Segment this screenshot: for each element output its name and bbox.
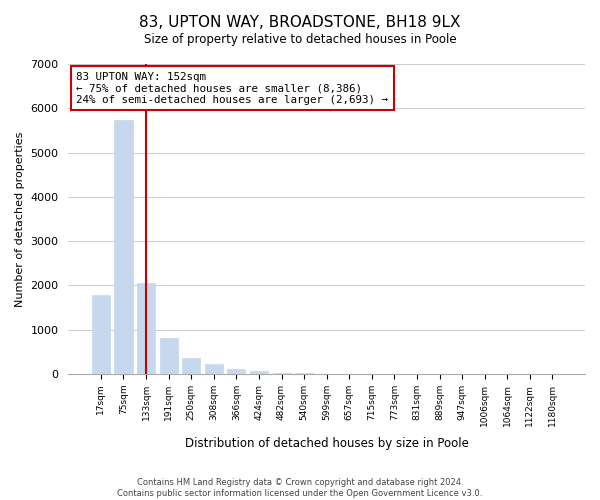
Bar xyxy=(137,283,155,374)
Bar xyxy=(272,372,290,374)
Bar xyxy=(115,120,133,374)
Text: 83, UPTON WAY, BROADSTONE, BH18 9LX: 83, UPTON WAY, BROADSTONE, BH18 9LX xyxy=(139,15,461,30)
Text: Contains HM Land Registry data © Crown copyright and database right 2024.
Contai: Contains HM Land Registry data © Crown c… xyxy=(118,478,482,498)
Bar xyxy=(92,295,110,374)
Bar xyxy=(160,338,178,374)
Text: Size of property relative to detached houses in Poole: Size of property relative to detached ho… xyxy=(143,32,457,46)
Bar xyxy=(250,371,268,374)
Bar xyxy=(205,364,223,374)
X-axis label: Distribution of detached houses by size in Poole: Distribution of detached houses by size … xyxy=(185,437,469,450)
Bar xyxy=(182,358,200,374)
Text: 83 UPTON WAY: 152sqm
← 75% of detached houses are smaller (8,386)
24% of semi-de: 83 UPTON WAY: 152sqm ← 75% of detached h… xyxy=(76,72,388,105)
Y-axis label: Number of detached properties: Number of detached properties xyxy=(15,132,25,306)
Bar xyxy=(227,370,245,374)
